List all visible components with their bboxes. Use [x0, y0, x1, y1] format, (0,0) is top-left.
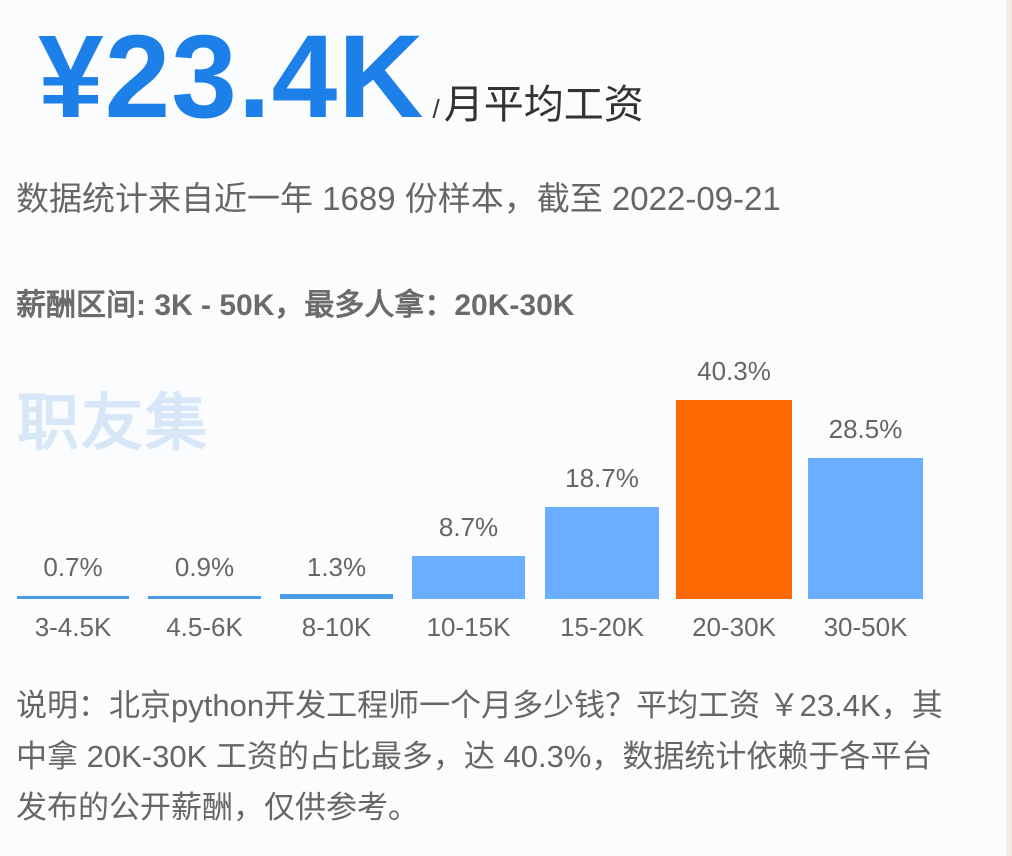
category-label: 4.5-6K — [166, 612, 243, 642]
slash-separator: / — [432, 94, 440, 124]
bar-value-label: 0.7% — [43, 552, 103, 582]
salary-distribution-chart: 0.7% 3-4.5K 0.9% 4.5-6K 1.3% 8-10K 8.7% 10-15K 1… — [17, 356, 923, 642]
bar-3-4.5K — [17, 596, 129, 599]
per-month-text: 月平均工资 — [443, 83, 644, 127]
category-label: 10-15K — [426, 612, 511, 642]
bar-10-15K — [412, 556, 525, 599]
average-salary-value: ¥23.4K — [38, 11, 425, 143]
salary-range-summary: 薪酬区间: 3K - 50K，最多人拿：20K-30K — [16, 289, 575, 322]
category-label: 15-20K — [560, 612, 644, 642]
bar-value-label: 1.3% — [306, 552, 367, 582]
category-label: 30-50K — [823, 612, 908, 642]
salary-headline: ¥23.4K / 月平均工资 — [38, 11, 644, 143]
sample-info: 数据统计来自近一年 1689 份样本，截至 2022-09-21 — [16, 180, 781, 217]
watermark-logo: 职友集 — [17, 389, 210, 458]
category-label: 8-10K — [301, 612, 372, 642]
bar-15-20K — [545, 507, 659, 599]
per-month-label: / 月平均工资 — [433, 72, 644, 130]
bar-8-10K — [280, 594, 393, 599]
category-label: 3-4.5K — [34, 612, 112, 642]
bar-20-30K — [676, 400, 792, 599]
page-edge — [1006, 0, 1012, 856]
bar-value-label: 8.7% — [438, 512, 499, 542]
description-text: 说明：北京python开发工程师一个月多少钱？平均工资 ￥23.4K，其中拿 2… — [16, 688, 943, 825]
bar-value-label: 40.3% — [697, 356, 771, 386]
bar-value-label: 18.7% — [565, 463, 639, 493]
bar-value-label: 0.9% — [174, 552, 235, 582]
bar-4.5-6K — [148, 596, 261, 599]
category-label: 20-30K — [692, 612, 776, 642]
bar-30-50K — [808, 458, 923, 599]
bar-value-label: 28.5% — [828, 414, 903, 444]
